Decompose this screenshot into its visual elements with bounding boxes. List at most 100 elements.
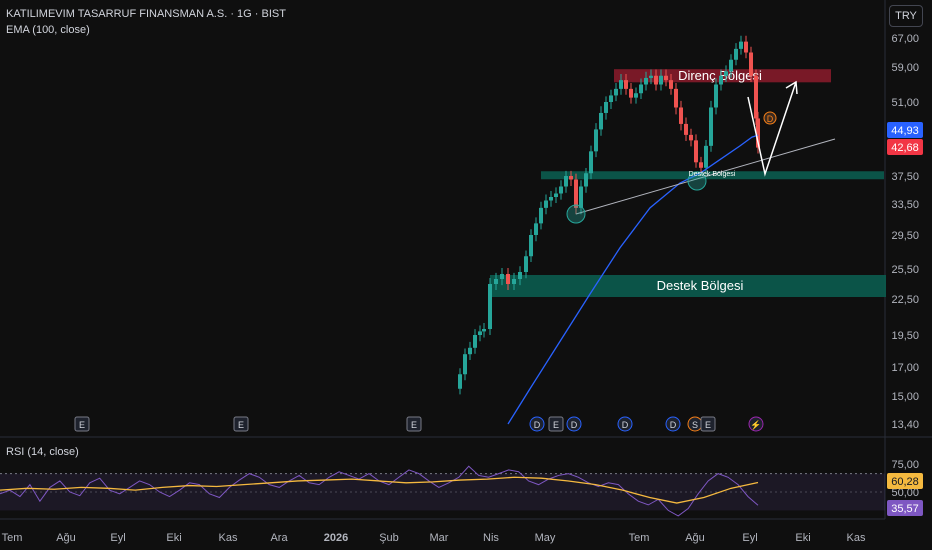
candle-body	[694, 140, 698, 163]
price-tick: 22,50	[891, 294, 919, 306]
rsi-tick: 75,00	[891, 459, 919, 471]
time-tick: Tem	[2, 532, 23, 544]
dividend-marker	[763, 111, 777, 125]
price-tick: 33,50	[891, 199, 919, 211]
candle-body	[473, 335, 477, 348]
earnings-marker	[233, 416, 249, 432]
candle-body	[594, 129, 598, 152]
price-tick: 51,00	[891, 97, 919, 109]
time-tick: Eki	[795, 532, 810, 544]
currency-button[interactable]: TRY	[889, 5, 923, 27]
candle-body	[488, 284, 492, 329]
time-tick: Ara	[270, 532, 288, 544]
price-tick: 13,40	[891, 419, 919, 431]
candle-body	[654, 75, 658, 85]
candle-body	[529, 235, 533, 257]
support-zone-label: Destek Bölgesi	[657, 278, 744, 293]
candlestick-series	[458, 35, 760, 425]
last-price-badge-text: 42,68	[891, 142, 919, 154]
candle-body	[689, 134, 693, 141]
price-tick: 15,00	[891, 391, 919, 403]
candle-body	[506, 274, 510, 284]
candle-body	[729, 59, 733, 72]
price-tick: 29,50	[891, 230, 919, 242]
ema-price-badge	[887, 122, 923, 138]
symbol-title: KATILIMEVIM TASARRUF FINANSMAN A.S. · 1G…	[6, 8, 286, 20]
candle-body	[669, 80, 673, 89]
time-tick: Şub	[379, 532, 399, 544]
rsi-ma-badge	[887, 473, 923, 489]
candle-body	[500, 274, 504, 279]
rsi-ma-badge-text: 60,28	[891, 476, 919, 488]
candle-body	[534, 223, 538, 235]
price-tick: 59,00	[891, 62, 919, 74]
event-marker-label: S	[692, 420, 698, 430]
candle-body	[684, 123, 688, 135]
projection-arrowhead	[785, 80, 798, 95]
time-tick: Ağu	[685, 532, 705, 544]
candle-body	[639, 84, 643, 94]
candle-body	[679, 107, 683, 124]
small-support-zone-label: Destek Bölgesi	[689, 171, 736, 178]
ema-legend[interactable]: EMA (100, close)	[6, 24, 90, 36]
candle-body	[569, 176, 573, 180]
candle-body	[574, 179, 578, 208]
price-tick: 19,50	[891, 330, 919, 342]
candle-body	[468, 347, 472, 355]
time-tick: Eki	[166, 532, 181, 544]
candle-body	[624, 80, 628, 89]
candle-body	[634, 93, 638, 98]
candle-body	[512, 279, 516, 284]
event-marker-label: E	[705, 420, 711, 430]
time-tick: 2026	[324, 532, 348, 544]
candle-body	[619, 80, 623, 89]
event-marker-label: E	[238, 420, 244, 430]
dividend-marker-label: D	[767, 114, 774, 124]
event-markers: E E E D E D D D S E ⚡	[74, 416, 764, 432]
time-tick: Mar	[430, 532, 449, 544]
event-marker-label: E	[411, 420, 417, 430]
candle-body	[482, 329, 486, 332]
rsi-badge	[887, 500, 923, 516]
event-marker-label: D	[534, 420, 541, 430]
candle-body	[524, 256, 528, 272]
rsi-legend[interactable]: RSI (14, close)	[6, 446, 79, 458]
candle-body	[478, 331, 482, 335]
last-price-badge	[887, 139, 923, 155]
candle-body	[714, 84, 718, 108]
ema-price-badge-text: 44,93	[891, 125, 919, 137]
event-marker	[665, 416, 681, 432]
candle-body	[609, 95, 613, 102]
event-marker-label: E	[553, 420, 559, 430]
candle-body	[739, 41, 743, 49]
price-tick: 25,50	[891, 264, 919, 276]
candle-body	[564, 176, 568, 187]
rsi-ma-line	[0, 476, 759, 504]
price-tick: 67,00	[891, 33, 919, 45]
trend-line	[575, 138, 836, 215]
candle-body	[659, 75, 663, 85]
time-tick: Tem	[629, 532, 650, 544]
small-support-zone	[541, 171, 884, 180]
candle-body	[614, 88, 618, 96]
touch-circle-1	[566, 204, 586, 224]
event-marker-label: D	[622, 420, 629, 430]
projection-arrow	[747, 81, 797, 177]
axes: 67,00 59,00 51,00 37,50 33,50 29,50 25,50 22,50…	[2, 33, 923, 544]
price-tick: 17,00	[891, 362, 919, 374]
earnings-marker	[406, 416, 422, 432]
support-zone	[490, 275, 886, 297]
candle-body	[599, 112, 603, 130]
candle-body	[458, 374, 462, 389]
candle-body	[664, 75, 668, 81]
drawings: Destek Bölgesi D	[566, 80, 836, 224]
time-tick: Eyl	[110, 532, 125, 544]
rsi-badge-text: 35,57	[891, 503, 919, 515]
candle-body	[544, 200, 548, 208]
event-marker	[617, 416, 633, 432]
time-tick: Kas	[847, 532, 866, 544]
candle-body	[604, 102, 608, 113]
candle-body	[674, 88, 678, 108]
candle-body	[644, 77, 648, 85]
